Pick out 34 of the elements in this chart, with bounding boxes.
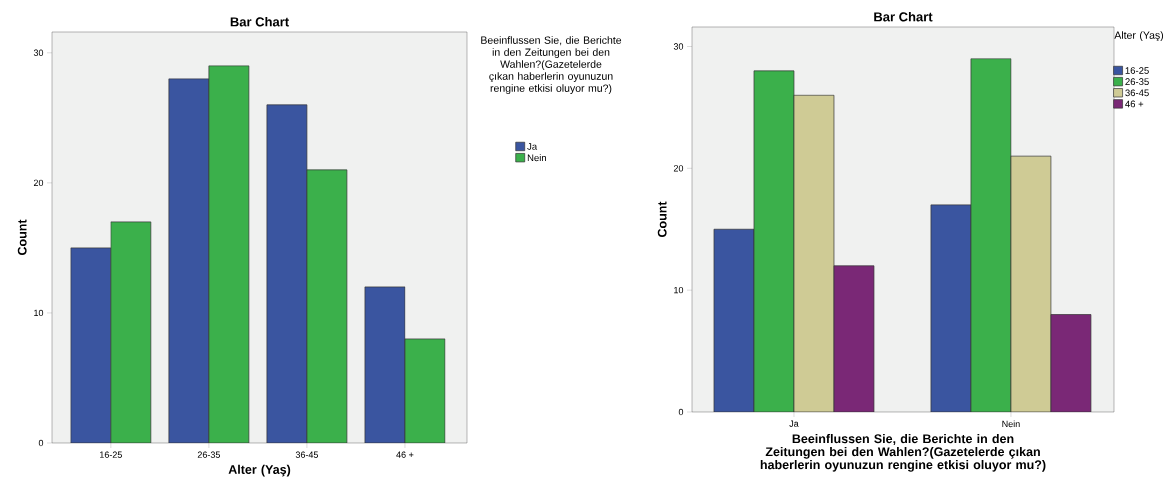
legend-label: 26-35 xyxy=(1125,78,1149,86)
legend-label: 46 + xyxy=(1125,100,1144,108)
chart-title: Bar Chart xyxy=(874,11,933,22)
y-tick-label: 20 xyxy=(673,165,684,172)
y-axis-title: Count xyxy=(17,219,27,256)
legend-label: 36-45 xyxy=(1125,89,1149,97)
x-tick-label: 16-25 xyxy=(100,451,122,458)
bar xyxy=(1010,155,1052,412)
legend-title: Alter (Yaş) xyxy=(1114,31,1164,42)
y-tick-label: 30 xyxy=(673,43,684,50)
x-tick-label: 36-45 xyxy=(295,451,319,458)
bar xyxy=(713,228,755,412)
bar xyxy=(1050,314,1092,412)
x-axis-title: Alter (Yaş) xyxy=(228,464,291,477)
legend-label: Ja xyxy=(527,143,538,150)
y-tick-label: 10 xyxy=(674,286,684,294)
y-tick-label: 20 xyxy=(33,179,44,187)
x-tick-label: 46 + xyxy=(396,451,414,458)
bar xyxy=(753,70,795,412)
y-tick-label: 10 xyxy=(34,309,44,317)
x-tick-label: 26-35 xyxy=(197,451,220,458)
y-tick-label: 0 xyxy=(38,439,44,447)
bar xyxy=(930,204,972,412)
legend-label: Nein xyxy=(527,154,546,162)
bar xyxy=(833,265,875,412)
y-axis-title: Count xyxy=(657,201,667,238)
legend-title: Beeinflussen Sie, die Berichte in den Zeitungen bei den Wahlen?(Gazetelerde çıkan haberlerin oyunuzun rengine etkisi oluyor mu?) xyxy=(481,36,622,94)
chart-title: Bar Chart xyxy=(230,16,289,27)
y-tick-label: 0 xyxy=(678,408,684,416)
y-tick-label: 30 xyxy=(33,49,44,56)
bar xyxy=(970,58,1012,412)
x-axis-title: Beeinflussen Sie, die Berichte in den Zeitungen bei den Wahlen?(Gazetelerde çıkan haberlerin oyunuzun rengine etkisi oluyor mu?) xyxy=(760,433,1046,472)
legend-label: 16-25 xyxy=(1125,67,1149,74)
bar xyxy=(793,94,835,412)
